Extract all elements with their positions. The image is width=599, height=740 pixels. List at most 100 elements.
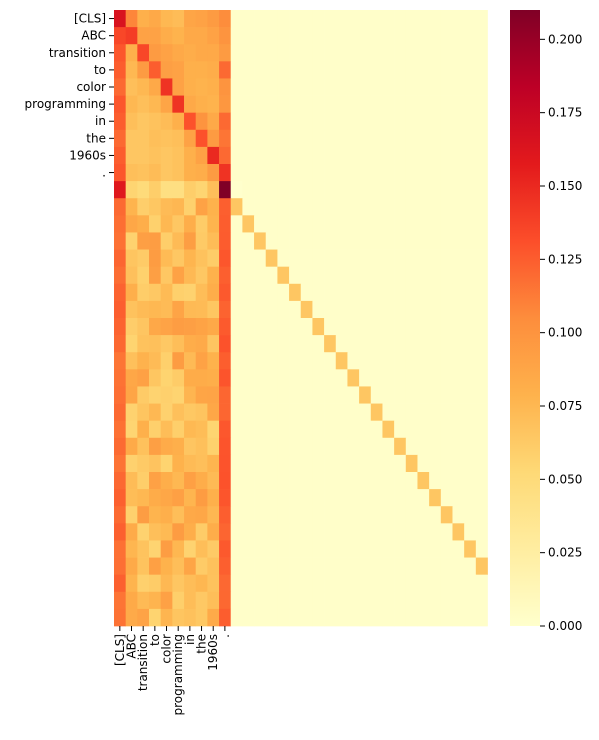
- heatmap-cell: [277, 215, 290, 233]
- heatmap-cell: [417, 437, 430, 456]
- heatmap-cell: [417, 27, 430, 45]
- heatmap-cell: [265, 198, 278, 216]
- heatmap-cell: [184, 146, 197, 165]
- heatmap-cell: [370, 283, 383, 302]
- heatmap-cell: [335, 454, 348, 473]
- heatmap-cell: [219, 10, 232, 28]
- heatmap-cell: [254, 608, 267, 627]
- heatmap-cell: [207, 146, 220, 165]
- heatmap-cell: [184, 10, 197, 28]
- heatmap-cell: [160, 403, 173, 422]
- heatmap-cell: [324, 283, 337, 302]
- heatmap-cell: [114, 386, 127, 404]
- heatmap-cell: [464, 300, 477, 319]
- heatmap-cell: [440, 420, 453, 439]
- heatmap-cell: [195, 215, 208, 233]
- heatmap-cell: [347, 215, 360, 233]
- heatmap-cell: [219, 591, 232, 610]
- heatmap-cell: [230, 608, 243, 627]
- heatmap-cell: [464, 454, 477, 473]
- heatmap-cell: [405, 369, 418, 387]
- heatmap-cell: [417, 164, 430, 182]
- heatmap-cell: [219, 557, 232, 576]
- heatmap-cell: [195, 591, 208, 610]
- heatmap-cell: [114, 540, 127, 558]
- heatmap-cell: [335, 506, 348, 524]
- heatmap-cell: [382, 44, 395, 62]
- heatmap-cell: [394, 95, 407, 114]
- heatmap-cell: [405, 112, 418, 131]
- heatmap-cell: [184, 437, 197, 456]
- heatmap-cell: [114, 215, 127, 233]
- heatmap-cell: [242, 181, 255, 199]
- heatmap-cell: [242, 403, 255, 422]
- heatmap-cell: [149, 164, 162, 182]
- heatmap-cell: [452, 540, 465, 558]
- heatmap-cell: [347, 352, 360, 370]
- heatmap-cell: [149, 591, 162, 610]
- heatmap-cell: [242, 574, 255, 593]
- heatmap-cell: [324, 420, 337, 439]
- heatmap-cell: [370, 78, 383, 96]
- heatmap-cell: [300, 437, 313, 456]
- heatmap-cell: [137, 591, 150, 610]
- colorbar-tick-label: 0.150: [548, 179, 582, 193]
- heatmap-cell: [265, 27, 278, 45]
- heatmap-cell: [137, 198, 150, 216]
- heatmap-cell: [184, 506, 197, 524]
- heatmap-cell: [417, 300, 430, 319]
- heatmap-cell: [464, 61, 477, 79]
- heatmap-cell: [184, 112, 197, 131]
- heatmap-cell: [394, 198, 407, 216]
- heatmap-cell: [219, 283, 232, 302]
- heatmap-cell: [405, 335, 418, 353]
- heatmap-cell: [452, 249, 465, 268]
- heatmap-cell: [405, 249, 418, 268]
- heatmap-cell: [429, 10, 442, 28]
- heatmap-cell: [184, 78, 197, 96]
- heatmap-cell: [125, 164, 138, 182]
- heatmap-cell: [114, 420, 127, 439]
- heatmap-cell: [137, 472, 150, 490]
- heatmap-cell: [160, 420, 173, 439]
- heatmap-cell: [359, 574, 372, 593]
- heatmap-cell: [172, 146, 185, 165]
- heatmap-cell: [452, 10, 465, 28]
- heatmap-cell: [359, 10, 372, 28]
- heatmap-cell: [440, 232, 453, 250]
- heatmap-cell: [405, 557, 418, 576]
- heatmap-cell: [429, 454, 442, 473]
- heatmap-cell: [464, 608, 477, 627]
- heatmap-cell: [265, 249, 278, 268]
- heatmap-cell: [289, 318, 302, 336]
- heatmap-cell: [324, 437, 337, 456]
- heatmap-cell: [347, 386, 360, 404]
- heatmap-cell: [265, 10, 278, 28]
- heatmap-cell: [254, 557, 267, 576]
- heatmap-cell: [452, 523, 465, 541]
- heatmap-cell: [370, 352, 383, 370]
- heatmap-cell: [347, 300, 360, 319]
- heatmap-cell: [149, 249, 162, 268]
- heatmap-cell: [254, 232, 267, 250]
- heatmap-cell: [125, 215, 138, 233]
- heatmap-cell: [149, 472, 162, 490]
- heatmap-cell: [370, 318, 383, 336]
- heatmap-cell: [254, 164, 267, 182]
- heatmap-cell: [429, 489, 442, 507]
- heatmap-cell: [219, 403, 232, 422]
- heatmap-cell: [219, 78, 232, 96]
- heatmap-cell: [160, 335, 173, 353]
- heatmap-cell: [277, 489, 290, 507]
- heatmap-cell: [335, 266, 348, 285]
- heatmap-cell: [289, 112, 302, 131]
- heatmap-cell: [359, 283, 372, 302]
- heatmap-cell: [382, 198, 395, 216]
- heatmap-cell: [184, 403, 197, 422]
- colorbar-gradient: [510, 10, 540, 626]
- heatmap-cell: [312, 369, 325, 387]
- heatmap-cell: [230, 215, 243, 233]
- heatmap-cell: [114, 10, 127, 28]
- heatmap-cell: [335, 164, 348, 182]
- heatmap-cell: [137, 10, 150, 28]
